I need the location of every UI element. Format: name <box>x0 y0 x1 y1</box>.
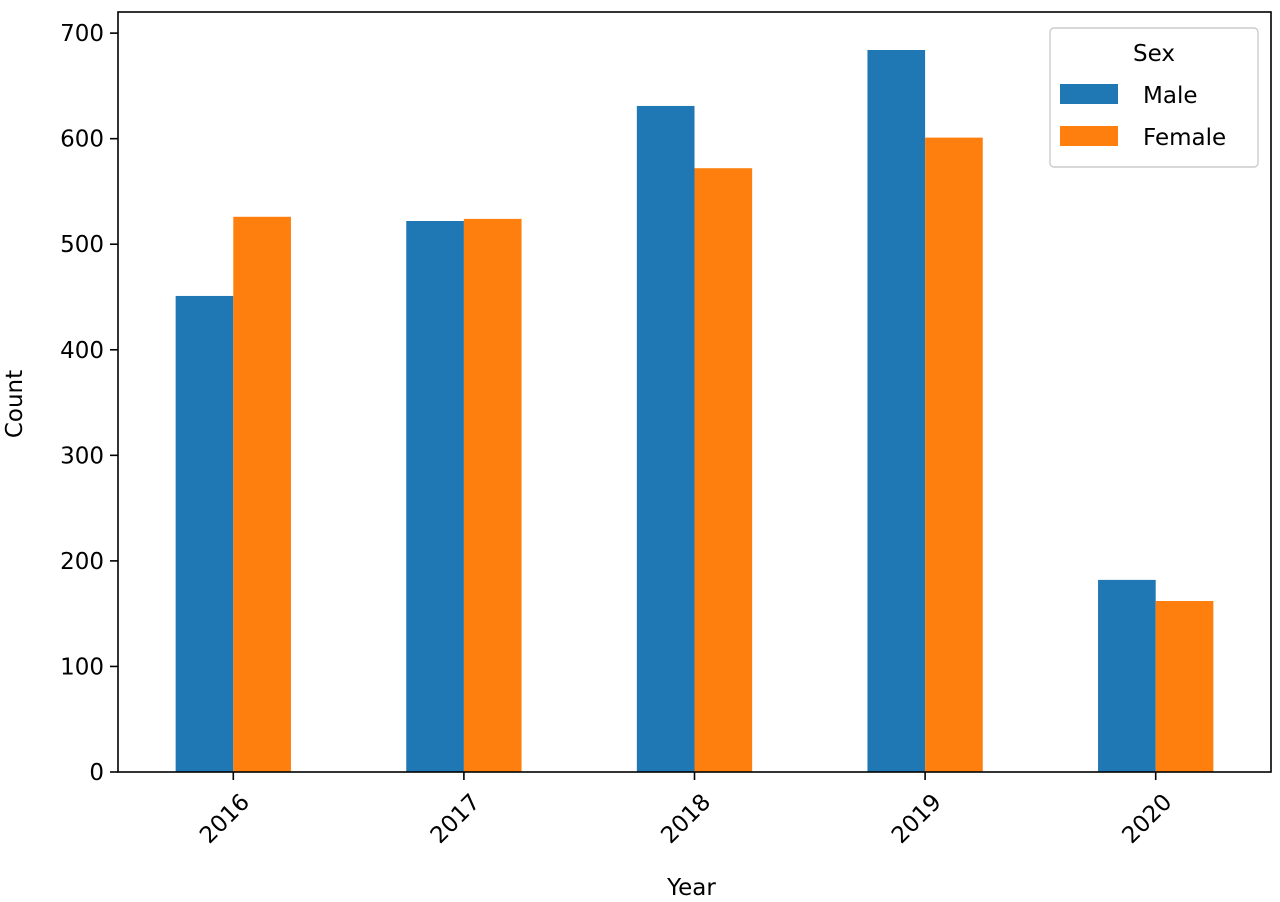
y-axis-label: Count <box>2 370 28 438</box>
x-axis: 2016 2017 2018 2019 2020 <box>195 772 1177 849</box>
bar-male-2016 <box>175 295 234 772</box>
legend-swatch-female <box>1060 126 1118 146</box>
y-tick-label: 200 <box>60 549 104 575</box>
x-tick-label: 2016 <box>195 789 255 849</box>
legend-entries: Male Female <box>1060 83 1226 151</box>
bar-male-2018 <box>636 105 695 772</box>
bar-female-2018 <box>694 168 753 772</box>
y-tick-label: 700 <box>60 21 104 47</box>
legend: Sex Male Female <box>1049 27 1259 168</box>
legend-label-female: Female <box>1143 125 1226 151</box>
bar-male-2017 <box>406 221 464 772</box>
y-tick-label: 300 <box>60 443 104 469</box>
bar-female-2020 <box>1155 601 1214 772</box>
bar-female-2017 <box>463 218 522 772</box>
x-axis-label: Year <box>666 875 716 901</box>
y-tick-label: 100 <box>60 654 104 680</box>
bar-male-2019 <box>867 50 926 772</box>
x-tick-label: 2020 <box>1118 789 1178 849</box>
bar-female-2016 <box>233 216 291 772</box>
y-tick-label: 0 <box>89 760 104 786</box>
bars <box>175 50 1214 773</box>
legend-title: Sex <box>1133 41 1175 67</box>
x-tick-label: 2019 <box>887 789 947 849</box>
x-tick-label: 2018 <box>656 789 716 849</box>
x-tick-label: 2017 <box>426 789 486 849</box>
bar-male-2020 <box>1098 579 1156 772</box>
y-axis: 0 100 200 300 400 500 600 700 <box>60 21 118 786</box>
plot-area-frame <box>117 11 1272 773</box>
y-tick-label: 600 <box>60 127 104 153</box>
y-tick-label: 400 <box>60 338 104 364</box>
bar-female-2019 <box>925 137 983 773</box>
legend-label-male: Male <box>1143 83 1197 109</box>
legend-swatch-male <box>1060 84 1118 104</box>
y-tick-label: 500 <box>60 232 104 258</box>
